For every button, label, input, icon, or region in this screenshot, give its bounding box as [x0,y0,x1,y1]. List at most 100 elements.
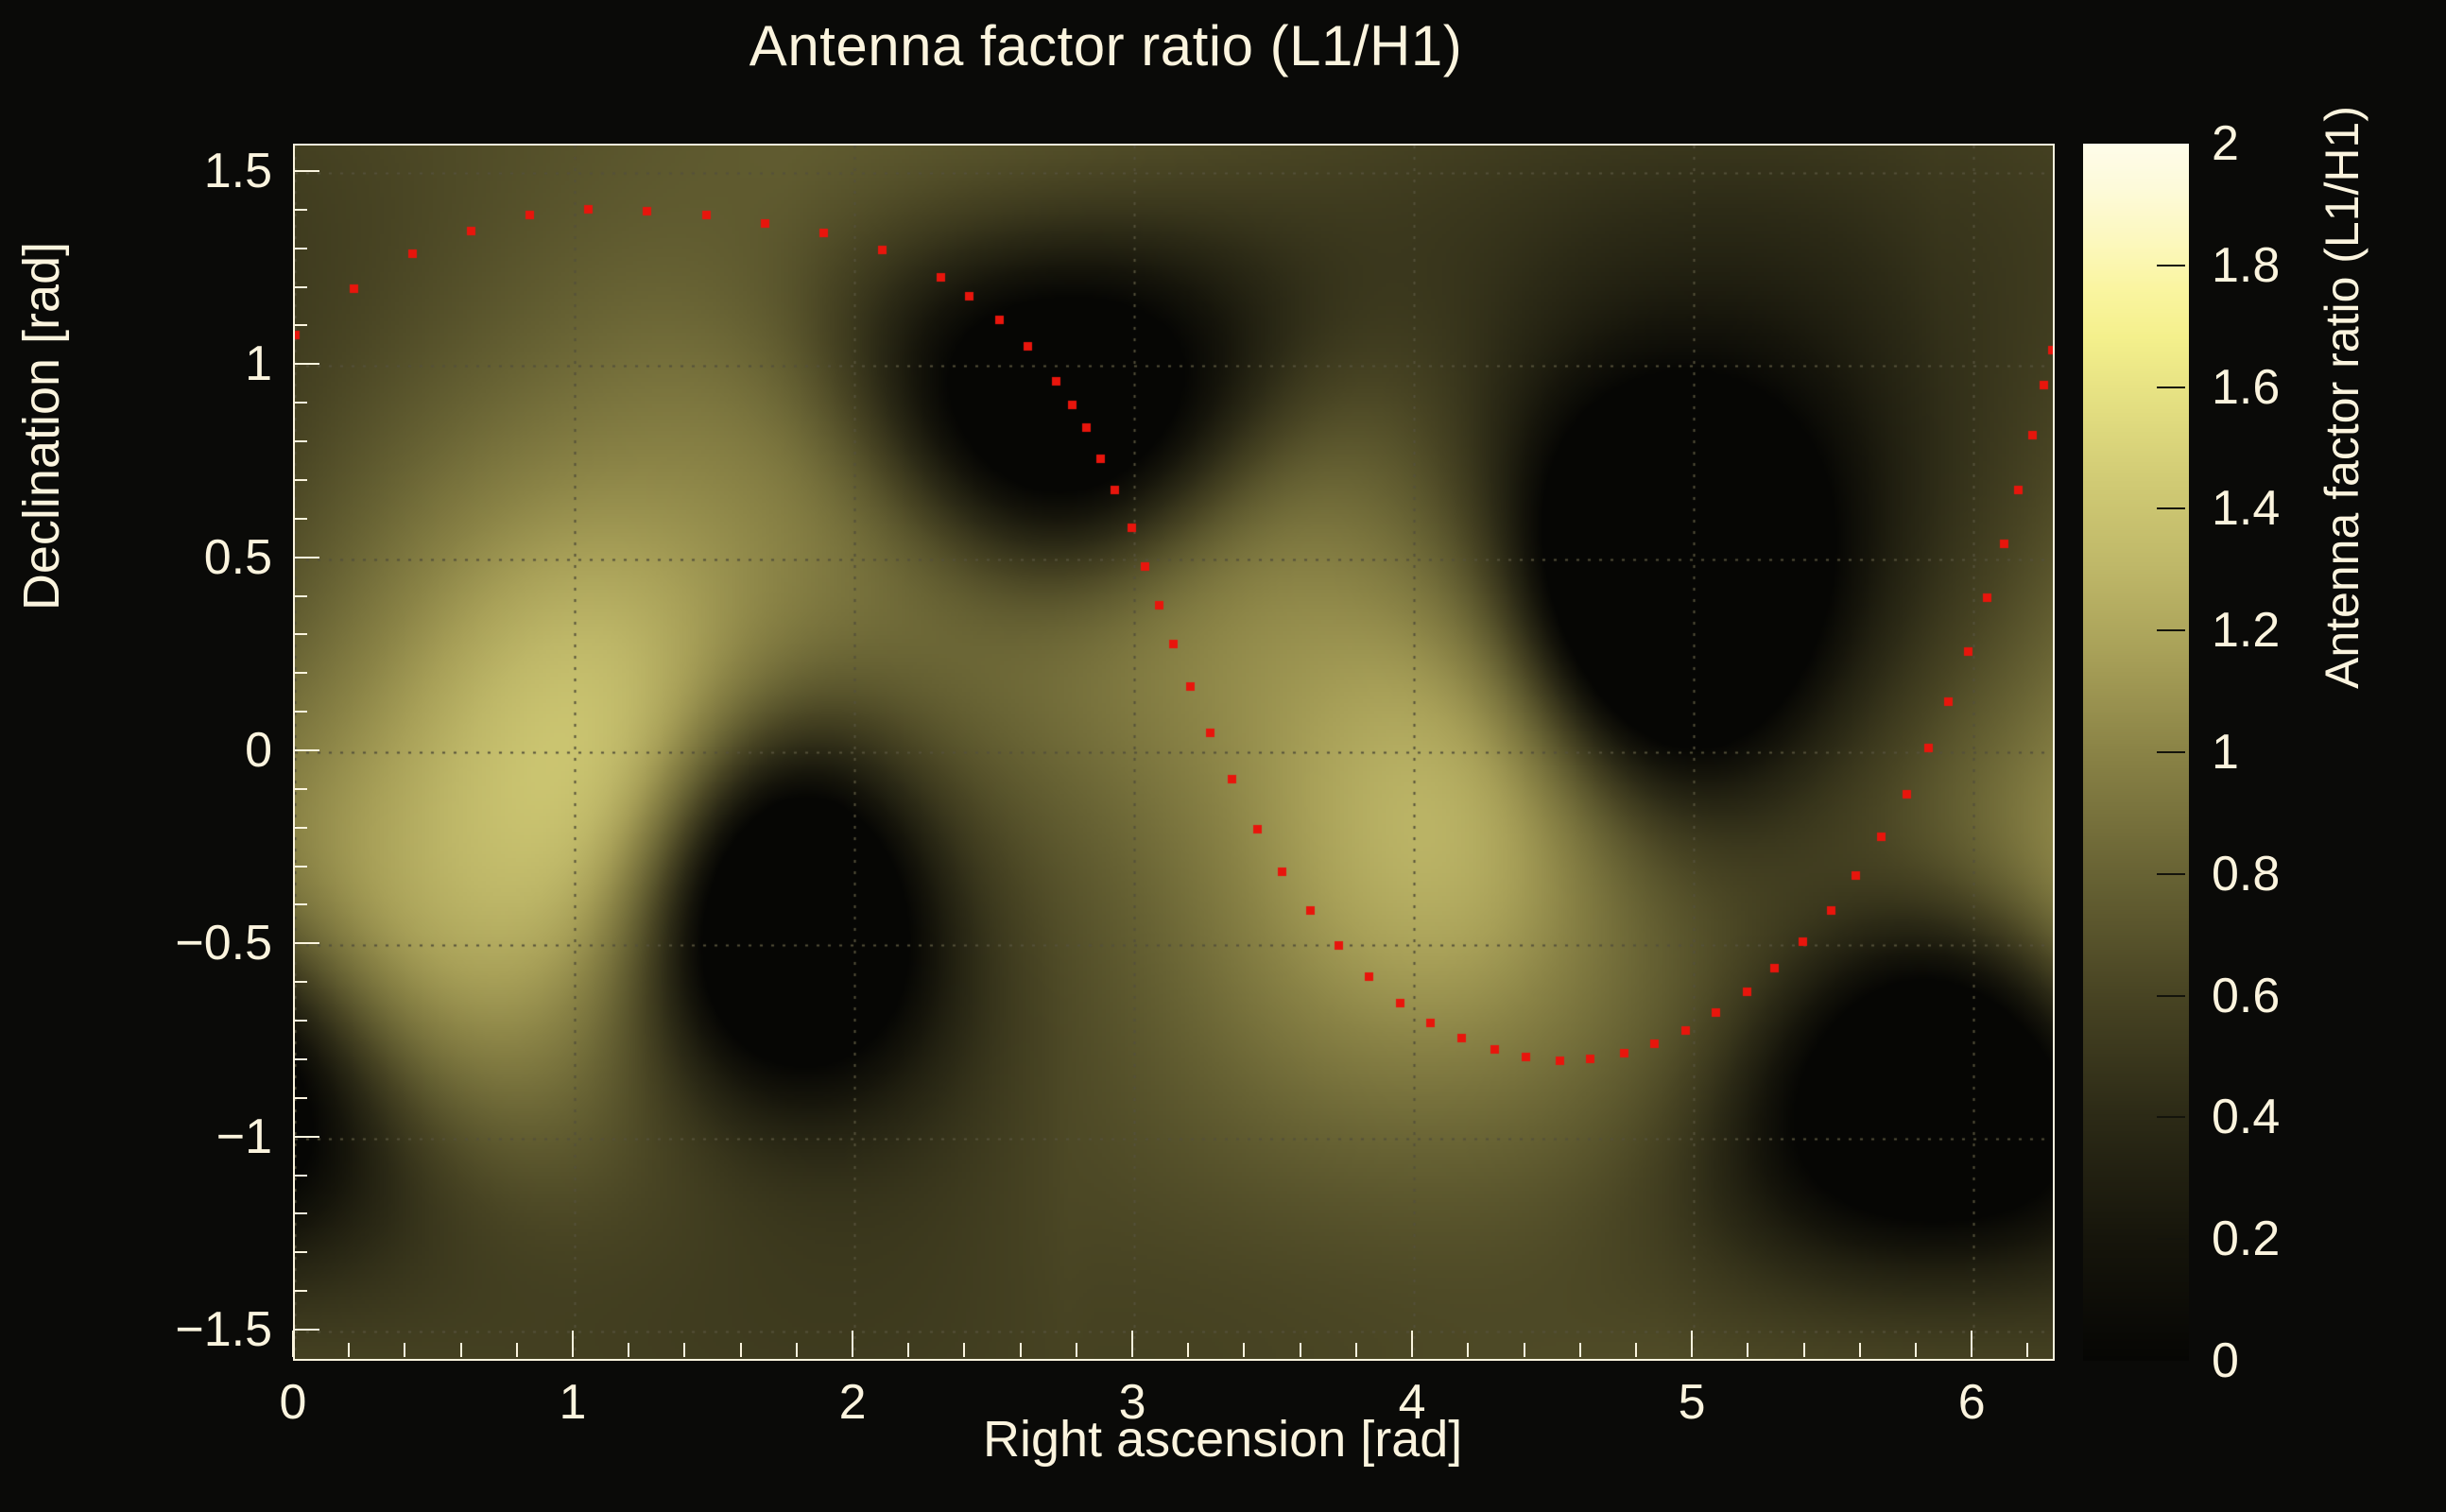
colorbar-tick [2157,872,2185,875]
y-tick-minor [293,247,307,249]
y-tick-minor [293,440,307,443]
y-tick-minor [293,711,307,713]
x-tick-minor [683,1343,686,1357]
colorbar-tick-label: 1.6 [2212,359,2281,415]
colorbar-tick [2157,751,2185,753]
y-tick-minor [293,1212,307,1215]
x-tick-minor [2026,1343,2029,1357]
page-title: Antenna factor ratio (L1/H1) [749,14,1463,77]
x-tick-minor [1187,1343,1190,1357]
x-tick-label: 1 [559,1375,587,1430]
x-tick-minor [963,1343,966,1357]
x-tick-minor [628,1343,630,1357]
y-tick-major [293,749,319,751]
y-tick-minor [293,787,307,790]
y-tick-minor [293,285,307,288]
y-tick-minor [293,1174,307,1177]
colorbar-tick-label: 1.2 [2212,603,2281,659]
y-tick-label: 0.5 [203,529,272,585]
x-tick-minor [1467,1343,1470,1357]
colorbar-tick-label: 1 [2212,725,2239,780]
colorbar-title: Antenna factor ratio (L1/H1) [2316,106,2368,689]
y-tick-minor [293,478,307,481]
y-tick-minor [293,402,307,404]
y-tick-major [293,1135,319,1138]
heatmap-image [295,146,2053,1359]
x-tick-label: 0 [279,1375,307,1430]
colorbar-tick-label: 2 [2212,116,2239,171]
x-tick-major [292,1331,294,1357]
x-tick-minor [1243,1343,1246,1357]
y-tick-label: 0 [245,723,272,778]
x-axis-title: Right ascension [rad] [983,1411,1463,1468]
colorbar-tick-label: 0 [2212,1333,2239,1388]
x-tick-major [1971,1331,1973,1357]
y-tick-major [293,169,319,172]
x-tick-label: 2 [838,1375,867,1430]
x-tick-minor [795,1343,798,1357]
y-tick-minor [293,324,307,327]
y-tick-major [293,1329,319,1332]
colorbar-tick-label: 0.6 [2212,968,2281,1023]
x-tick-minor [1858,1343,1861,1357]
x-tick-minor [1747,1343,1749,1357]
y-tick-major [293,363,319,366]
y-tick-minor [293,208,307,211]
colorbar-tick [2157,1116,2185,1119]
colorbar-tick [2157,1238,2185,1241]
x-tick-minor [1802,1343,1805,1357]
x-tick-minor [1914,1343,1917,1357]
x-tick-minor [907,1343,910,1357]
y-tick-label: −0.5 [175,916,272,971]
y-tick-minor [293,594,307,597]
x-tick-minor [1354,1343,1357,1357]
x-tick-major [1131,1331,1134,1357]
x-tick-minor [1578,1343,1581,1357]
colorbar-tick [2157,264,2185,266]
colorbar-tick [2157,994,2185,997]
y-tick-minor [293,1290,307,1293]
y-tick-minor [293,517,307,520]
y-tick-minor [293,1020,307,1022]
x-tick-minor [739,1343,742,1357]
y-tick-minor [293,1251,307,1254]
x-tick-major [572,1331,575,1357]
x-tick-label: 3 [1118,1375,1146,1430]
y-tick-minor [293,633,307,636]
x-tick-major [852,1331,854,1357]
x-tick-label: 4 [1398,1375,1426,1430]
y-tick-minor [293,1096,307,1099]
x-tick-minor [1019,1343,1022,1357]
x-tick-minor [459,1343,462,1357]
y-tick-minor [293,826,307,829]
x-tick-major [1691,1331,1694,1357]
colorbar-tick-label: 1.4 [2212,481,2281,537]
colorbar-tick [2157,629,2185,632]
x-tick-minor [348,1343,351,1357]
y-tick-major [293,942,319,945]
x-tick-minor [1634,1343,1637,1357]
x-tick-minor [515,1343,518,1357]
x-tick-label: 6 [1957,1375,1986,1430]
colorbar-tick-label: 0.4 [2212,1090,2281,1145]
y-tick-minor [293,865,307,868]
y-tick-label: 1 [245,336,272,392]
colorbar-tick-label: 0.2 [2212,1211,2281,1267]
x-tick-minor [404,1343,406,1357]
y-tick-minor [293,1057,307,1060]
y-axis-title: Declination [rad] [13,241,70,611]
x-tick-minor [1075,1343,1077,1357]
colorbar-tick-label: 0.8 [2212,846,2281,902]
colorbar-tick-label: 1.8 [2212,237,2281,293]
x-tick-label: 5 [1678,1375,1706,1430]
y-tick-minor [293,903,307,906]
y-tick-major [293,556,319,558]
colorbar-tick [2157,507,2185,510]
y-tick-label: −1 [215,1108,272,1164]
x-tick-minor [1523,1343,1525,1357]
y-tick-label: 1.5 [203,143,272,198]
plot-frame [293,144,2055,1361]
y-tick-minor [293,981,307,984]
y-tick-minor [293,672,307,675]
